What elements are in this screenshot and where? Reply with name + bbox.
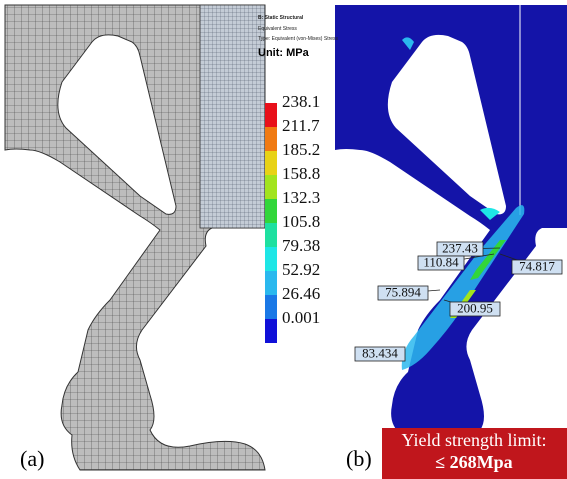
legend-swatch: [265, 247, 277, 271]
legend-swatch: [265, 199, 277, 223]
callout-label: 74.817: [519, 258, 555, 273]
legend-swatch: [265, 223, 277, 247]
result-name: Equivalent Stress: [258, 26, 297, 32]
legend-label: 238.1: [282, 92, 320, 111]
legend-label: 0.001: [282, 308, 320, 327]
legend-label: 158.8: [282, 164, 320, 183]
legend-label: 132.3: [282, 188, 320, 207]
legend-swatch: [265, 103, 277, 127]
figure: B: Static Structural Equivalent Stress T…: [0, 0, 567, 479]
mesh-panel: [5, 5, 265, 470]
legend-label: 185.2: [282, 140, 320, 159]
callout-label: 75.894: [385, 284, 421, 299]
legend-label: 52.92: [282, 260, 320, 279]
callout-label: 83.434: [362, 345, 398, 360]
stress-panel: [335, 5, 567, 470]
legend-swatch: [265, 175, 277, 199]
callout-label: 110.84: [423, 254, 459, 269]
callout-label: 237.43: [442, 240, 478, 255]
yield-text: Yield strength limit:: [402, 430, 547, 450]
unit: Unit: MPa: [258, 47, 310, 59]
result-type: Type: Equivalent (von-Mises) Stress: [258, 36, 339, 42]
legend-swatch: [265, 295, 277, 319]
legend-swatch: [265, 127, 277, 151]
legend-label: 79.38: [282, 236, 320, 255]
callout-label: 200.95: [457, 300, 493, 315]
legend-swatch: [265, 319, 277, 343]
legend-swatch: [265, 151, 277, 175]
panel-label: (b): [346, 446, 372, 471]
legend-label: 211.7: [282, 116, 320, 135]
legend-label: 26.46: [282, 284, 320, 303]
panel-label: (a): [20, 446, 44, 471]
analysis-title: B: Static Structural: [258, 15, 304, 21]
legend-label: 105.8: [282, 212, 320, 231]
yield-text: ≤ 268Mpa: [435, 452, 512, 472]
legend: 238.1 211.7 185.2 158.8 132.3 105.8 79.38 52.92…: [265, 92, 320, 343]
legend-swatch: [265, 271, 277, 295]
